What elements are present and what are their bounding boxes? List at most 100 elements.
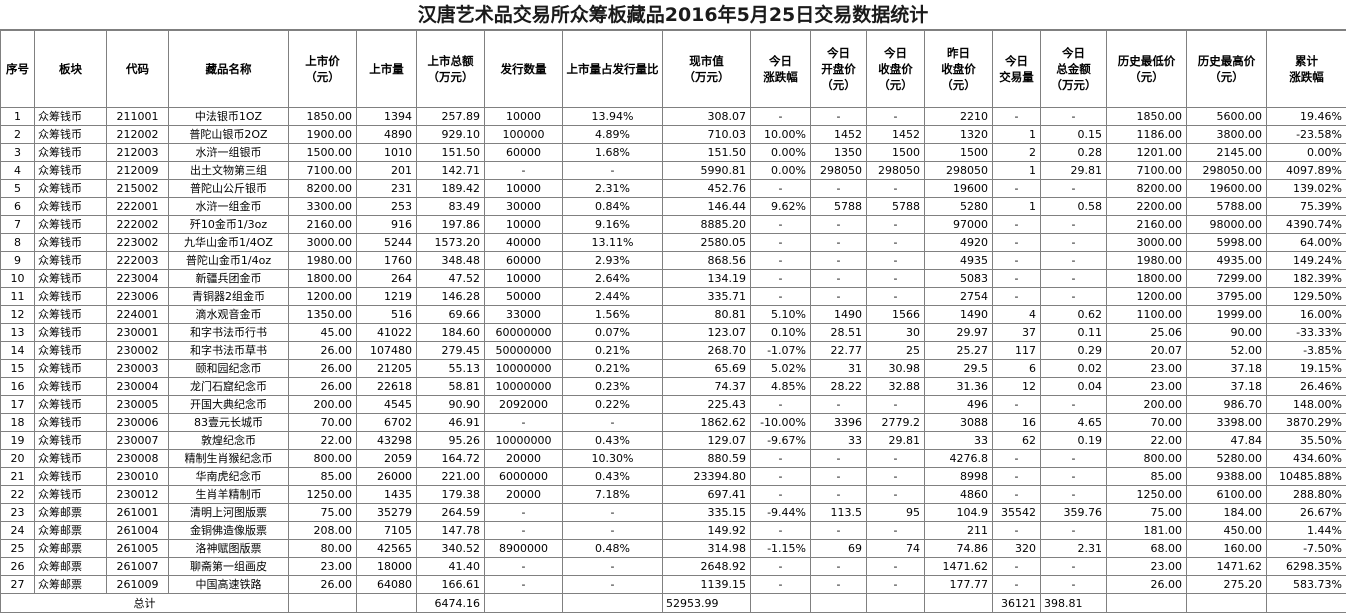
table-cell[interactable]: 9 — [1, 252, 35, 270]
table-cell[interactable]: 0.00% — [1267, 144, 1346, 162]
table-cell[interactable]: 26.46% — [1267, 378, 1346, 396]
table-cell[interactable]: 60000 — [485, 252, 563, 270]
table-cell[interactable]: 95.26 — [417, 432, 485, 450]
table-cell[interactable]: - — [751, 108, 811, 126]
table-cell[interactable]: 21 — [1, 468, 35, 486]
table-cell[interactable]: - — [993, 288, 1041, 306]
table-cell[interactable]: 13.94% — [563, 108, 663, 126]
table-cell[interactable]: 516 — [357, 306, 417, 324]
table-cell[interactable]: 146.44 — [663, 198, 751, 216]
table-cell[interactable]: 5280 — [925, 198, 993, 216]
table-cell[interactable]: 33 — [811, 432, 867, 450]
table-cell[interactable]: 147.78 — [417, 522, 485, 540]
table-cell[interactable]: 5788 — [867, 198, 925, 216]
empty-cell[interactable] — [1107, 594, 1187, 613]
table-cell[interactable]: 5.10% — [751, 306, 811, 324]
table-cell[interactable]: 0.00% — [751, 162, 811, 180]
table-cell[interactable]: 6 — [1, 198, 35, 216]
table-cell[interactable]: - — [811, 486, 867, 504]
table-cell[interactable]: 32.88 — [867, 378, 925, 396]
table-cell[interactable]: 800.00 — [289, 450, 357, 468]
table-cell[interactable]: 1999.00 — [1187, 306, 1267, 324]
table-cell[interactable]: 众筹钱币 — [35, 360, 107, 378]
table-cell[interactable]: 0.07% — [563, 324, 663, 342]
table-cell[interactable]: 9.62% — [751, 198, 811, 216]
table-cell[interactable]: 230006 — [107, 414, 169, 432]
empty-cell[interactable] — [357, 594, 417, 613]
table-cell[interactable]: - — [1041, 252, 1107, 270]
table-cell[interactable]: 25 — [1, 540, 35, 558]
table-cell[interactable]: 众筹钱币 — [35, 216, 107, 234]
table-cell[interactable]: 26000 — [357, 468, 417, 486]
table-cell[interactable]: - — [993, 108, 1041, 126]
table-cell[interactable]: 1 — [1, 108, 35, 126]
table-cell[interactable]: 22618 — [357, 378, 417, 396]
table-cell[interactable]: 23 — [1, 504, 35, 522]
table-cell[interactable]: - — [751, 216, 811, 234]
table-cell[interactable]: 142.71 — [417, 162, 485, 180]
table-cell[interactable]: 222002 — [107, 216, 169, 234]
table-cell[interactable]: - — [811, 288, 867, 306]
table-cell[interactable]: - — [751, 270, 811, 288]
table-cell[interactable]: 10000 — [485, 108, 563, 126]
table-cell[interactable]: 众筹钱币 — [35, 126, 107, 144]
table-cell[interactable]: - — [751, 450, 811, 468]
table-cell[interactable]: 200.00 — [1107, 396, 1187, 414]
table-cell[interactable]: - — [751, 522, 811, 540]
table-cell[interactable]: 2.93% — [563, 252, 663, 270]
table-cell[interactable]: 4097.89% — [1267, 162, 1346, 180]
table-cell[interactable]: 中法银币1OZ — [169, 108, 289, 126]
table-cell[interactable]: 众筹邮票 — [35, 576, 107, 594]
table-cell[interactable]: 23.00 — [1107, 558, 1187, 576]
table-cell[interactable]: 5990.81 — [663, 162, 751, 180]
table-cell[interactable]: 261005 — [107, 540, 169, 558]
table-cell[interactable]: 298050 — [811, 162, 867, 180]
table-cell[interactable]: - — [811, 216, 867, 234]
table-cell[interactable]: 69 — [811, 540, 867, 558]
table-cell[interactable]: 41.40 — [417, 558, 485, 576]
table-cell[interactable]: 83壹元长城币 — [169, 414, 289, 432]
table-cell[interactable]: 歼10金币1/3oz — [169, 216, 289, 234]
table-cell[interactable]: 7299.00 — [1187, 270, 1267, 288]
table-cell[interactable]: 3398.00 — [1187, 414, 1267, 432]
table-cell[interactable]: -3.85% — [1267, 342, 1346, 360]
table-cell[interactable]: 29.5 — [925, 360, 993, 378]
table-cell[interactable]: 1500 — [867, 144, 925, 162]
table-cell[interactable]: - — [811, 234, 867, 252]
table-cell[interactable]: 149.24% — [1267, 252, 1346, 270]
table-cell[interactable]: 2145.00 — [1187, 144, 1267, 162]
table-cell[interactable]: 33000 — [485, 306, 563, 324]
table-cell[interactable]: 26.00 — [289, 342, 357, 360]
table-cell[interactable]: 1139.15 — [663, 576, 751, 594]
table-cell[interactable]: 2.64% — [563, 270, 663, 288]
table-cell[interactable]: 230002 — [107, 342, 169, 360]
table-cell[interactable]: 众筹钱币 — [35, 378, 107, 396]
table-cell[interactable]: 4890 — [357, 126, 417, 144]
table-cell[interactable]: - — [867, 252, 925, 270]
table-cell[interactable]: 50000 — [485, 288, 563, 306]
table-cell[interactable]: - — [751, 558, 811, 576]
table-cell[interactable]: 264.59 — [417, 504, 485, 522]
table-cell[interactable]: 583.73% — [1267, 576, 1346, 594]
table-cell[interactable]: -33.33% — [1267, 324, 1346, 342]
table-cell[interactable]: 2160.00 — [1107, 216, 1187, 234]
table-cell[interactable]: 众筹钱币 — [35, 234, 107, 252]
table-cell[interactable]: 金铜佛造像版票 — [169, 522, 289, 540]
table-cell[interactable]: 5998.00 — [1187, 234, 1267, 252]
table-cell[interactable]: 22.00 — [1107, 432, 1187, 450]
table-cell[interactable]: 340.52 — [417, 540, 485, 558]
table-cell[interactable]: 18 — [1, 414, 35, 432]
table-cell[interactable]: 1186.00 — [1107, 126, 1187, 144]
table-cell[interactable]: 104.9 — [925, 504, 993, 522]
table-cell[interactable]: - — [993, 396, 1041, 414]
table-cell[interactable]: 40000 — [485, 234, 563, 252]
table-cell[interactable]: 3800.00 — [1187, 126, 1267, 144]
table-cell[interactable]: - — [751, 468, 811, 486]
table-cell[interactable]: - — [485, 504, 563, 522]
table-cell[interactable]: 1980.00 — [1107, 252, 1187, 270]
table-cell[interactable]: 10000 — [485, 270, 563, 288]
table-cell[interactable]: 16 — [1, 378, 35, 396]
total-cell[interactable]: 52953.99 — [663, 594, 751, 613]
table-cell[interactable]: 1850.00 — [289, 108, 357, 126]
table-cell[interactable]: 17 — [1, 396, 35, 414]
